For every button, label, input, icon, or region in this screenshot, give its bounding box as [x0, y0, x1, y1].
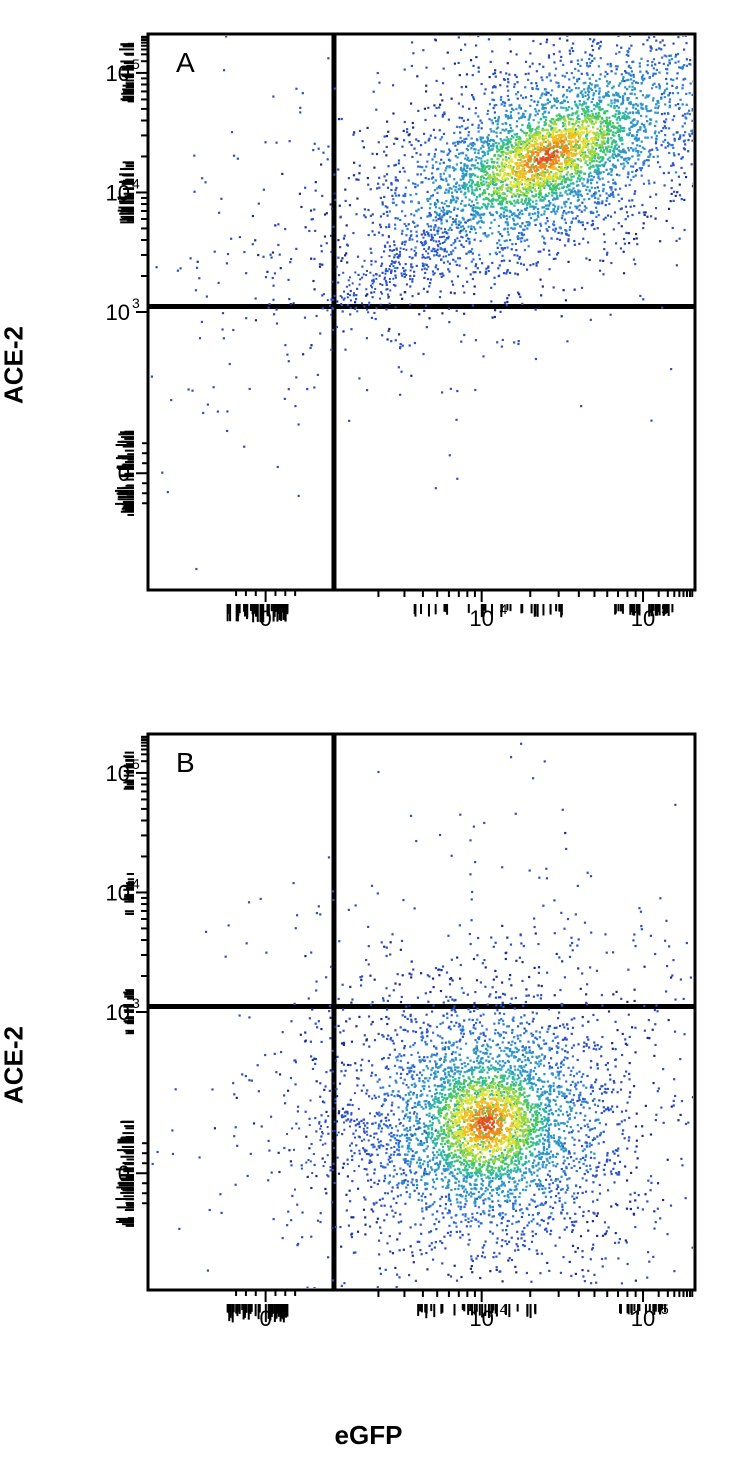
flow-scatter-a: 01041051051041030A: [20, 20, 717, 670]
panel-a-wrap: ACE-2 01041051051041030A: [20, 20, 717, 710]
x-axis-title: eGFP: [20, 1420, 717, 1451]
figure: ACE-2 01041051051041030A ACE-2 010410510…: [20, 20, 717, 1451]
flow-scatter-b: 01041051051041030B: [20, 720, 717, 1370]
panel-b-wrap: ACE-2 01041051051041030B: [20, 720, 717, 1410]
y-axis-title-b: ACE-2: [0, 1026, 30, 1104]
y-axis-title-a: ACE-2: [0, 326, 30, 404]
